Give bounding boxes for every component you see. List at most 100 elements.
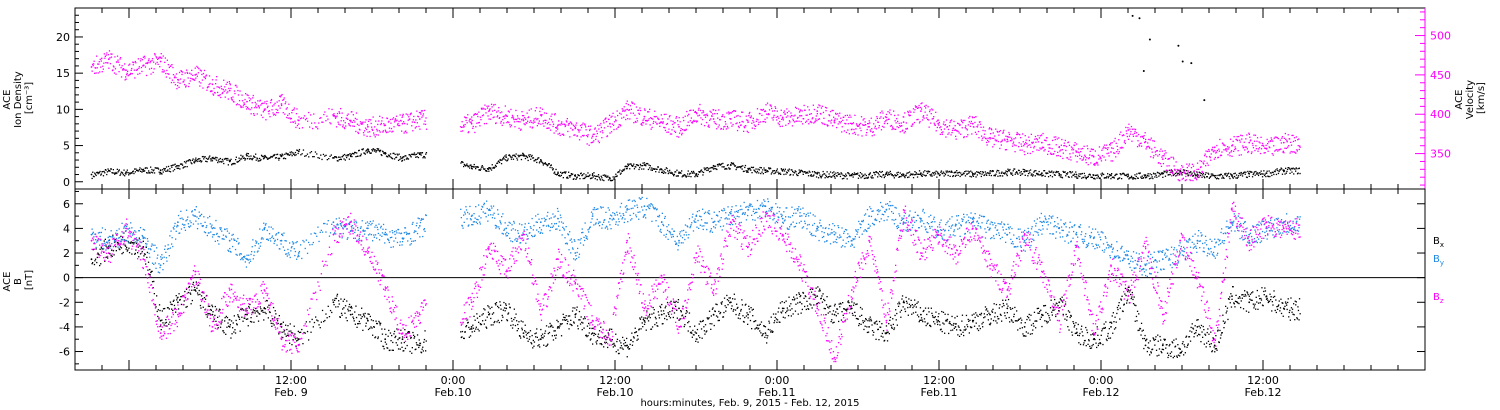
data-point: [532, 126, 534, 128]
data-point: [943, 121, 945, 123]
data-point: [587, 172, 589, 174]
data-point: [110, 53, 112, 55]
data-point: [340, 298, 342, 300]
data-point: [405, 155, 407, 157]
data-point: [495, 165, 497, 168]
data-point: [249, 100, 251, 102]
data-point: [788, 120, 791, 122]
data-point: [510, 158, 513, 160]
data-point: [493, 321, 495, 324]
data-point: [1016, 131, 1018, 134]
data-point: [264, 155, 267, 158]
data-point: [1297, 172, 1299, 174]
data-point: [1076, 155, 1079, 157]
data-point: [156, 61, 158, 63]
data-point: [667, 131, 670, 133]
series-value-mark: [522, 119, 525, 122]
data-point: [559, 325, 561, 327]
data-point: [808, 123, 810, 125]
data-point: [1150, 137, 1152, 139]
data-point: [188, 85, 190, 88]
data-point: [701, 171, 703, 173]
data-point: [787, 123, 790, 125]
data-point: [630, 108, 632, 110]
data-point: [1096, 177, 1098, 179]
data-point: [692, 170, 695, 173]
data-point: [1115, 156, 1117, 158]
data-point: [391, 158, 394, 160]
data-point: [157, 168, 160, 170]
data-point: [1091, 176, 1093, 179]
data-point: [229, 324, 231, 326]
data-point: [953, 129, 956, 131]
data-point: [824, 106, 827, 109]
data-point: [109, 57, 111, 59]
series-value-mark: [557, 124, 559, 127]
data-point: [600, 175, 602, 177]
data-point: [483, 108, 485, 110]
data-point: [511, 156, 513, 158]
data-point: [468, 165, 470, 167]
data-point: [1107, 177, 1109, 179]
data-point: [481, 314, 483, 316]
data-point: [709, 167, 711, 169]
data-point: [1137, 140, 1139, 142]
data-point: [100, 246, 102, 248]
data-point: [692, 109, 694, 111]
data-point: [409, 350, 411, 353]
series-value-mark: [850, 174, 853, 177]
data-point: [915, 106, 918, 108]
data-point: [1027, 152, 1029, 154]
data-point: [543, 344, 545, 346]
data-point: [1267, 175, 1270, 178]
data-point: [181, 163, 183, 165]
data-point: [1238, 154, 1240, 156]
data-point: [681, 132, 683, 134]
data-point: [212, 94, 215, 96]
data-point: [492, 312, 495, 314]
data-point: [824, 123, 826, 126]
data-point: [168, 170, 170, 172]
data-point: [1037, 141, 1040, 143]
data-point: [1142, 177, 1144, 179]
data-point: [98, 63, 100, 65]
data-point: [1053, 153, 1055, 155]
data-point: [674, 122, 676, 124]
data-point: [1033, 147, 1035, 149]
data-point: [941, 172, 943, 175]
data-point: [1052, 139, 1054, 142]
data-point: [100, 173, 103, 175]
data-point: [575, 313, 577, 315]
series-value-mark: [954, 171, 957, 174]
data-point: [1205, 150, 1207, 152]
data-point: [581, 124, 583, 126]
data-point: [195, 77, 197, 79]
data-point: [1037, 174, 1040, 176]
data-point: [745, 115, 747, 117]
data-point: [572, 307, 574, 309]
data-point: [1280, 167, 1282, 169]
data-point: [1273, 173, 1275, 176]
data-point: [410, 336, 412, 339]
data-point: [704, 168, 707, 170]
data-point: [165, 76, 167, 78]
data-point: [1295, 170, 1297, 172]
data-point: [165, 166, 168, 168]
data-point: [410, 112, 412, 114]
data-point: [907, 110, 909, 113]
data-point: [613, 121, 616, 123]
data-point: [948, 132, 950, 134]
data-point: [1198, 174, 1200, 176]
data-point: [229, 82, 231, 85]
data-point: [498, 160, 500, 162]
data-point: [992, 132, 994, 134]
data-point: [380, 154, 382, 156]
data-point: [917, 173, 919, 175]
data-point: [882, 117, 885, 119]
data-point: [265, 312, 267, 315]
data-point: [363, 134, 365, 136]
data-point: [129, 73, 131, 75]
data-point: [746, 130, 748, 132]
data-point: [868, 120, 870, 122]
